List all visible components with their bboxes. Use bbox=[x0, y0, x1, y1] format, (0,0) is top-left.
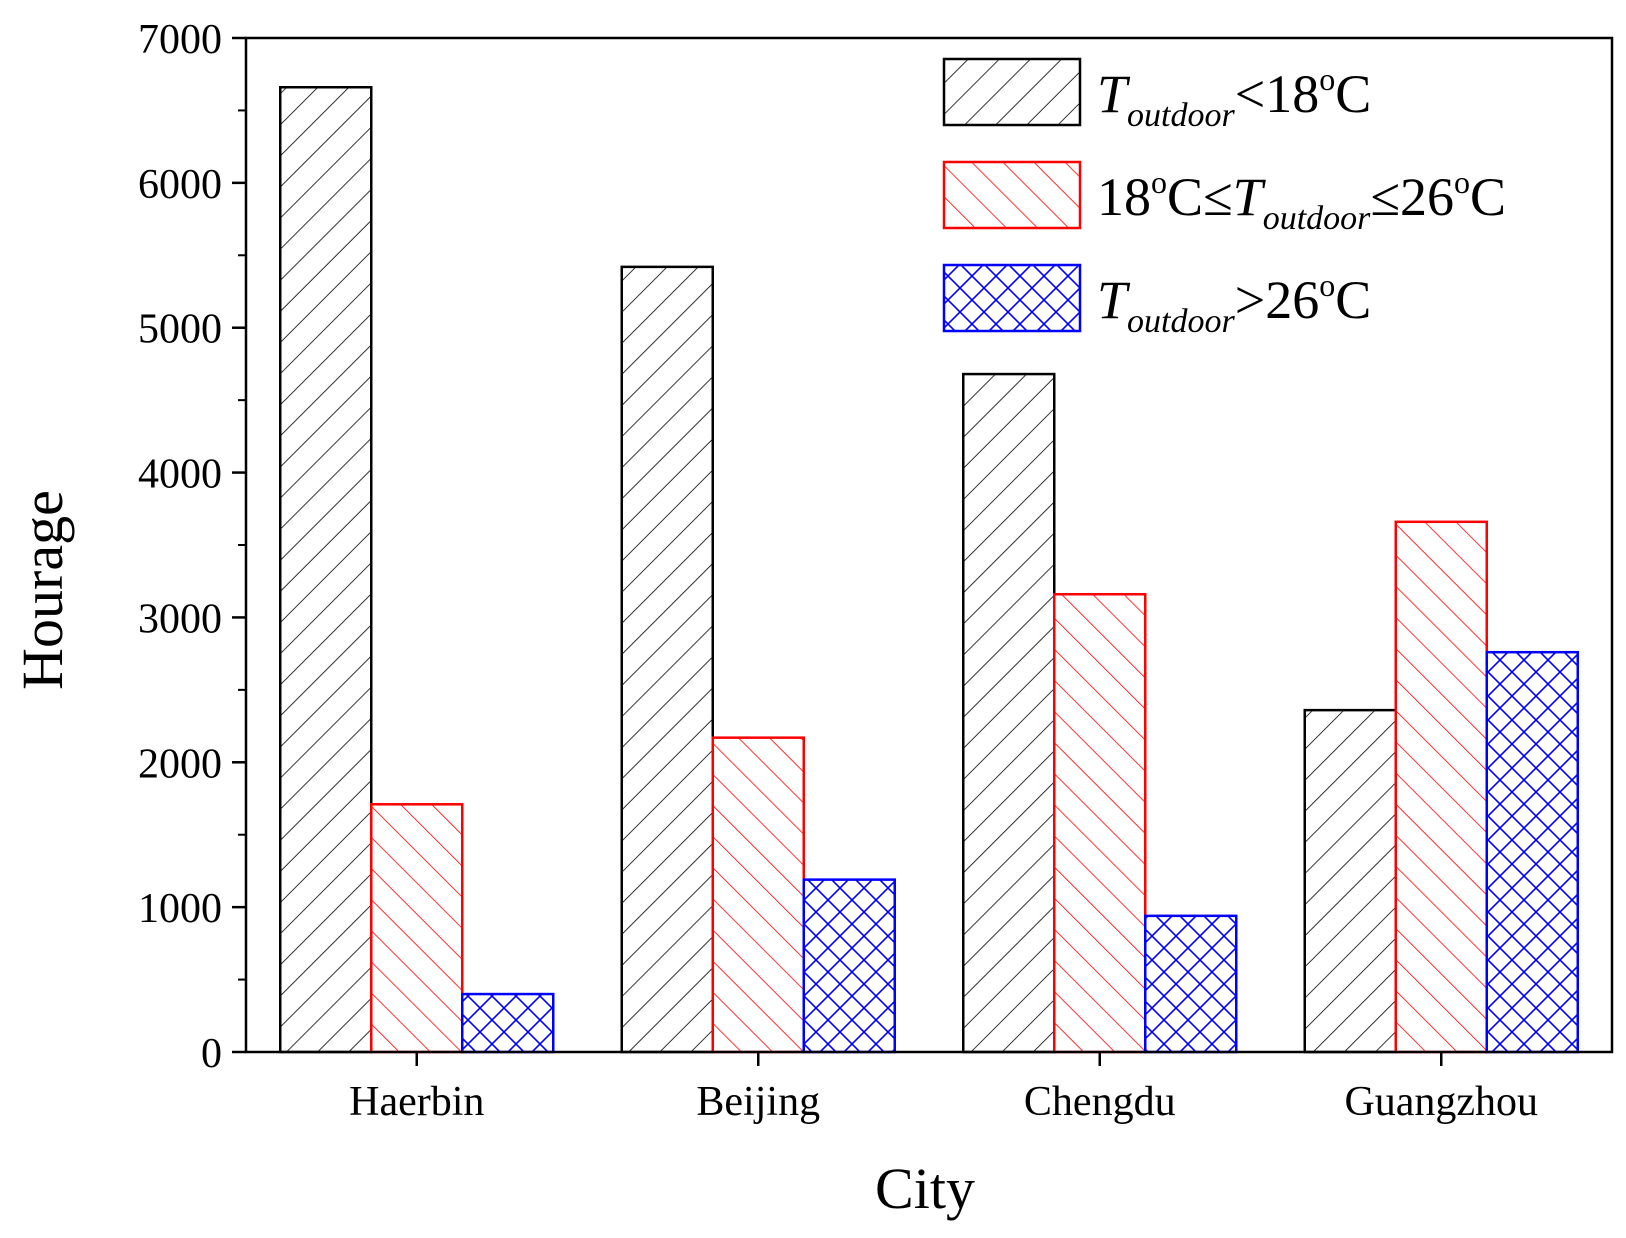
bar-haerbin-series-2 bbox=[370, 803, 464, 1054]
legend-swatch-below-18 bbox=[942, 57, 1082, 127]
axes-group: Haerbin Beijing Chengdu Guangzhou 0 1000 2000 3… bbox=[138, 17, 1614, 1125]
legend-swatch-18-to-26 bbox=[942, 160, 1082, 230]
legend-swatch-above-26 bbox=[942, 263, 1082, 333]
x-tick-label: Guangzhou bbox=[1344, 1079, 1538, 1125]
bar-chengdu-series-2 bbox=[1053, 593, 1147, 1054]
y-tick-label: 1000 bbox=[138, 886, 222, 932]
bar-guangzhou-series-1 bbox=[1303, 708, 1397, 1054]
legend-label-above-26: Toutdoor>26oC bbox=[1097, 267, 1371, 340]
bar-beijing-series-1 bbox=[620, 265, 714, 1054]
y-tick-label: 3000 bbox=[138, 596, 222, 642]
bars-group bbox=[279, 86, 1579, 1054]
legend-label-below-18: Toutdoor<18oC bbox=[1097, 61, 1371, 134]
y-tick-label: 7000 bbox=[138, 17, 222, 63]
bar-guangzhou-series-3 bbox=[1485, 650, 1579, 1054]
x-tick-label: Haerbin bbox=[349, 1079, 484, 1125]
bar-chengdu-series-3 bbox=[1144, 914, 1238, 1054]
y-tick-label: 5000 bbox=[138, 307, 222, 353]
bar-chengdu-series-1 bbox=[962, 372, 1056, 1054]
bar-guangzhou-series-2 bbox=[1394, 520, 1488, 1054]
y-tick-label: 4000 bbox=[138, 452, 222, 498]
x-tick-label: Beijing bbox=[696, 1079, 820, 1125]
bar-beijing-series-3 bbox=[802, 878, 896, 1054]
legend-label-18-to-26: 18oC≤Toutdoor≤26oC bbox=[1097, 164, 1506, 237]
bar-haerbin-series-3 bbox=[461, 992, 555, 1054]
legend: Toutdoor<18oC 18oC≤Toutdoor≤26oC Toutdoo… bbox=[942, 57, 1506, 340]
x-axis-title: City bbox=[875, 1156, 975, 1221]
x-tick-label: Chengdu bbox=[1024, 1079, 1176, 1125]
y-axis-title: Hourage bbox=[10, 490, 75, 690]
bar-beijing-series-2 bbox=[711, 736, 805, 1054]
y-tick-label: 0 bbox=[201, 1031, 222, 1077]
y-tick-label: 6000 bbox=[138, 162, 222, 208]
bar-haerbin-series-1 bbox=[279, 86, 373, 1054]
y-tick-label: 2000 bbox=[138, 741, 222, 787]
